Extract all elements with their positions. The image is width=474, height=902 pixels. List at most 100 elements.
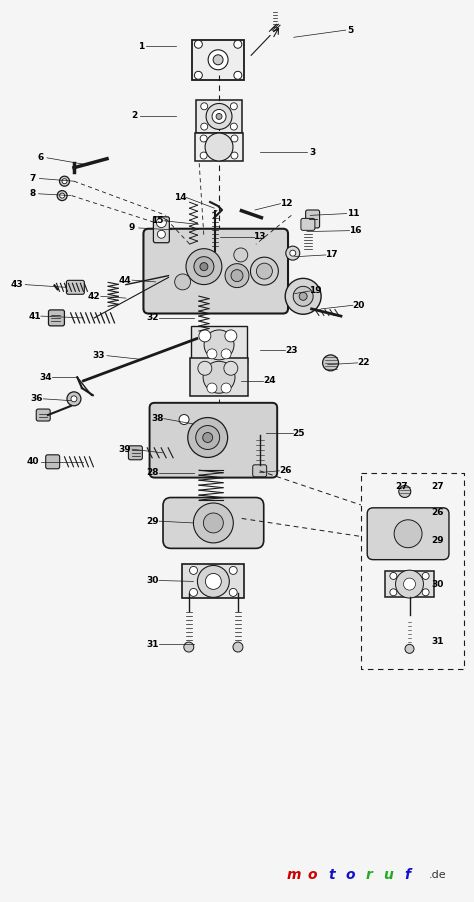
Circle shape	[225, 263, 249, 288]
Circle shape	[203, 513, 223, 533]
Circle shape	[203, 362, 235, 393]
Text: 38: 38	[151, 414, 164, 423]
Text: 8: 8	[30, 189, 36, 198]
Text: t: t	[328, 869, 335, 882]
Circle shape	[200, 262, 208, 271]
Text: 40: 40	[27, 457, 39, 466]
Text: 16: 16	[349, 226, 361, 235]
Text: 42: 42	[88, 292, 100, 300]
Text: 36: 36	[30, 394, 42, 403]
Circle shape	[201, 103, 208, 110]
Text: 27: 27	[431, 483, 444, 492]
Text: 30: 30	[432, 580, 444, 589]
Circle shape	[221, 349, 231, 359]
Circle shape	[229, 566, 237, 575]
Text: 9: 9	[129, 224, 135, 233]
Polygon shape	[195, 133, 243, 161]
Polygon shape	[196, 100, 242, 133]
Text: 24: 24	[263, 376, 275, 385]
FancyBboxPatch shape	[128, 446, 142, 460]
Text: 2: 2	[131, 111, 137, 120]
Polygon shape	[182, 565, 245, 598]
Circle shape	[256, 263, 273, 279]
FancyBboxPatch shape	[150, 403, 277, 477]
Circle shape	[422, 589, 429, 596]
Circle shape	[62, 179, 67, 184]
Circle shape	[234, 71, 242, 79]
Circle shape	[394, 520, 422, 548]
Circle shape	[293, 286, 313, 307]
Text: 22: 22	[357, 358, 370, 367]
Text: 6: 6	[38, 153, 44, 162]
Text: 14: 14	[174, 193, 187, 202]
Text: 19: 19	[309, 287, 321, 296]
Circle shape	[225, 330, 237, 342]
Circle shape	[216, 114, 222, 119]
Text: 20: 20	[353, 300, 365, 309]
Text: 25: 25	[292, 428, 305, 437]
Circle shape	[208, 50, 228, 69]
Circle shape	[290, 250, 296, 256]
Circle shape	[194, 71, 202, 79]
Circle shape	[231, 152, 238, 159]
Circle shape	[299, 292, 307, 300]
Text: 31: 31	[146, 640, 159, 649]
Circle shape	[213, 55, 223, 65]
Text: 5: 5	[347, 25, 354, 34]
Circle shape	[224, 362, 238, 375]
Text: 11: 11	[346, 209, 359, 218]
Text: 7: 7	[30, 174, 36, 183]
Circle shape	[212, 109, 226, 124]
Text: 31: 31	[432, 637, 444, 646]
Circle shape	[399, 485, 411, 498]
Circle shape	[200, 152, 207, 159]
FancyBboxPatch shape	[163, 498, 264, 548]
Text: .de: .de	[428, 870, 446, 880]
Circle shape	[403, 578, 416, 590]
Circle shape	[194, 257, 214, 277]
Circle shape	[390, 573, 397, 579]
Circle shape	[231, 135, 238, 142]
Circle shape	[200, 135, 207, 142]
FancyBboxPatch shape	[367, 508, 449, 559]
Circle shape	[188, 418, 228, 457]
FancyBboxPatch shape	[144, 229, 288, 314]
Circle shape	[193, 503, 233, 543]
Circle shape	[204, 330, 234, 360]
Circle shape	[57, 190, 67, 200]
Circle shape	[157, 230, 165, 238]
Circle shape	[71, 396, 77, 401]
Circle shape	[198, 362, 212, 375]
Polygon shape	[191, 358, 247, 397]
Circle shape	[422, 573, 429, 579]
Circle shape	[285, 279, 321, 314]
Text: 43: 43	[11, 281, 24, 290]
Text: 29: 29	[146, 517, 159, 526]
Polygon shape	[385, 571, 434, 597]
Circle shape	[286, 246, 300, 260]
Text: 34: 34	[39, 373, 52, 382]
Text: m: m	[286, 869, 301, 882]
Circle shape	[196, 426, 219, 449]
Circle shape	[175, 274, 191, 290]
Polygon shape	[192, 40, 244, 80]
Circle shape	[179, 415, 189, 425]
Circle shape	[190, 566, 198, 575]
Text: 17: 17	[325, 251, 338, 260]
Circle shape	[405, 644, 414, 653]
Polygon shape	[191, 327, 247, 364]
Circle shape	[201, 123, 208, 130]
FancyBboxPatch shape	[36, 409, 50, 421]
Text: 3: 3	[310, 148, 316, 157]
Circle shape	[194, 41, 202, 49]
Circle shape	[231, 270, 243, 281]
Circle shape	[234, 41, 242, 49]
Text: 26: 26	[279, 466, 292, 475]
Text: 33: 33	[93, 351, 105, 360]
Circle shape	[205, 574, 221, 589]
Text: 39: 39	[118, 445, 131, 454]
Text: 32: 32	[146, 313, 159, 322]
Circle shape	[234, 248, 248, 262]
FancyBboxPatch shape	[46, 455, 60, 469]
Text: u: u	[383, 869, 393, 882]
